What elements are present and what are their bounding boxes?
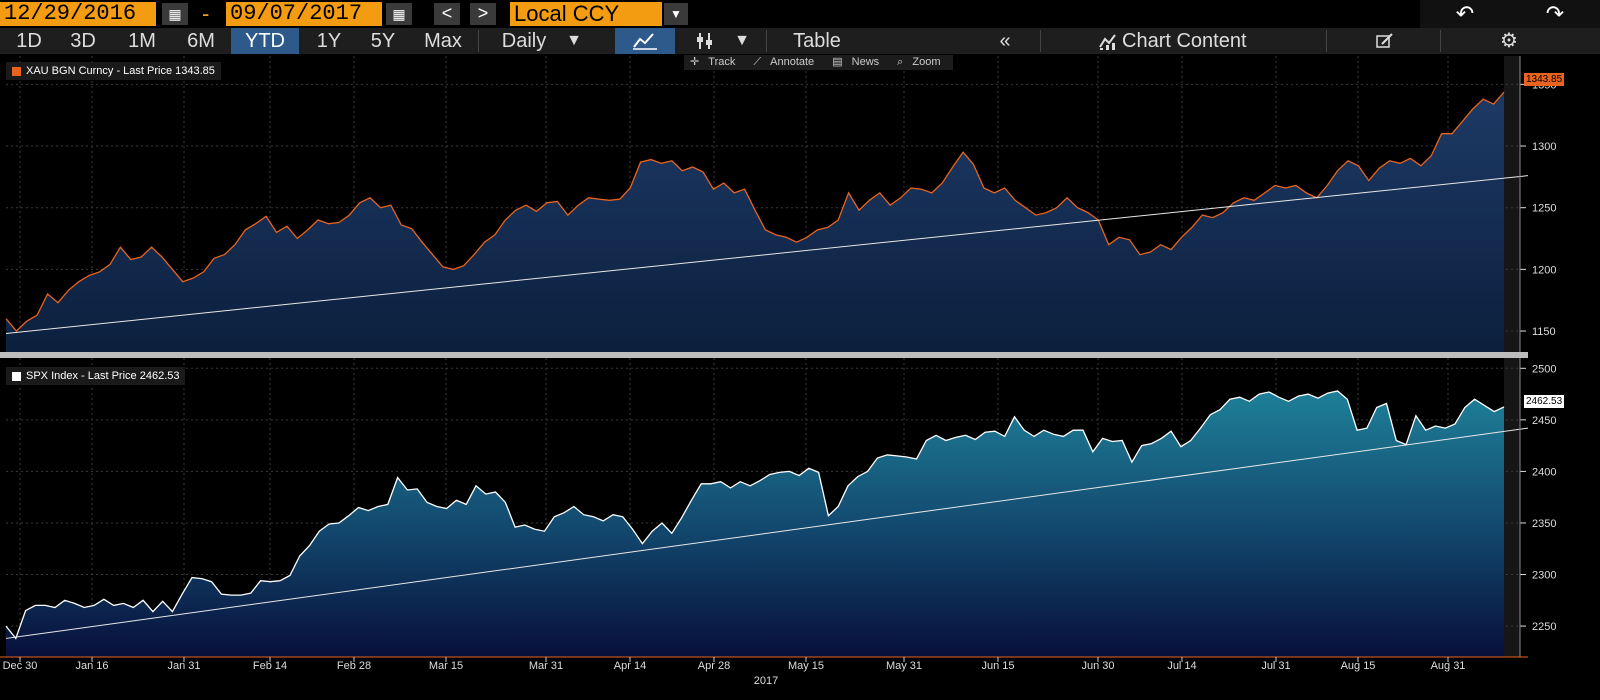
calendar-icon[interactable]: ▦ <box>162 3 188 25</box>
divider <box>1040 30 1041 52</box>
candlestick-icon[interactable] <box>685 28 725 54</box>
xau-area <box>6 92 1504 352</box>
chevron-down-icon[interactable]: ▼ <box>664 3 688 25</box>
range-5y[interactable]: 5Y <box>370 30 396 52</box>
gear-icon[interactable]: ⚙ <box>1500 30 1518 52</box>
table-button[interactable]: Table <box>793 30 841 52</box>
edit-icon[interactable] <box>1370 28 1400 54</box>
x-year-label: 2017 <box>754 675 778 687</box>
spx-ytick-label: 2250 <box>1532 621 1556 633</box>
x-tick-label: Jun 30 <box>1081 660 1114 672</box>
xau-right-strip <box>1504 56 1520 352</box>
x-tick-label: Apr 28 <box>698 660 730 672</box>
redo-icon[interactable]: ↷ <box>1510 0 1600 28</box>
range-6m[interactable]: 6M <box>187 30 215 52</box>
frequency-select[interactable]: Daily <box>501 30 547 52</box>
x-tick-label: Apr 14 <box>614 660 646 672</box>
spx-ytick-label: 2400 <box>1532 466 1556 478</box>
x-tick-label: Aug 15 <box>1341 660 1376 672</box>
end-date-field[interactable]: 09/07/2017 <box>226 2 382 26</box>
range-1d[interactable]: 1D <box>16 30 42 52</box>
prev-period-button[interactable]: < <box>434 3 460 25</box>
spx-line <box>5 390 1505 640</box>
x-tick-label: May 15 <box>788 660 824 672</box>
x-tick-label: May 31 <box>886 660 922 672</box>
range-1y[interactable]: 1Y <box>316 30 342 52</box>
spx-right-strip <box>1504 358 1520 657</box>
xau-ytick-label: 1300 <box>1532 141 1556 153</box>
legend-xau-text: XAU BGN Curncy - Last Price 1343.85 <box>26 65 215 77</box>
series-swatch <box>12 67 21 76</box>
legend-spx[interactable]: SPX Index - Last Price 2462.53 <box>6 367 186 385</box>
zoom-button[interactable]: ⌕ Zoom <box>897 56 941 68</box>
series-swatch <box>12 372 21 381</box>
divider <box>1440 30 1441 52</box>
panel-divider <box>0 352 1528 358</box>
x-tick-label: Jan 16 <box>75 660 108 672</box>
chevron-down-icon[interactable]: ▼ <box>566 32 582 49</box>
range-1m[interactable]: 1M <box>128 30 156 52</box>
chart-content-button[interactable]: Chart Content <box>1122 30 1247 52</box>
currency-select[interactable]: Local CCY <box>510 2 662 26</box>
x-tick-label: Feb 28 <box>337 660 371 672</box>
xau-line <box>5 91 1505 332</box>
spx-ytick-label: 2450 <box>1532 415 1556 427</box>
news-button[interactable]: ▤ News <box>832 56 880 68</box>
spx-ytick-label: 2300 <box>1532 570 1556 582</box>
start-date-field[interactable]: 12/29/2016 <box>0 2 156 26</box>
divider <box>478 30 479 52</box>
legend-xau[interactable]: XAU BGN Curncy - Last Price 1343.85 <box>6 62 221 80</box>
track-button[interactable]: ✛ Track <box>690 56 736 68</box>
range-ytd[interactable]: YTD <box>231 28 299 54</box>
top-bar: 12/29/2016 ▦ - 09/07/2017 ▦ < > Local CC… <box>0 0 1600 28</box>
line-chart-icon[interactable] <box>615 28 675 54</box>
x-tick-label: Aug 31 <box>1431 660 1466 672</box>
xau-ytick-label: 1150 <box>1532 326 1556 338</box>
spx-last-price-tag: 2462.53 <box>1524 395 1565 408</box>
collapse-button[interactable]: « <box>999 30 1011 52</box>
x-tick-label: Jul 31 <box>1261 660 1290 672</box>
xau-trendline <box>5 175 1529 334</box>
next-period-button[interactable]: > <box>470 3 496 25</box>
xau-ytick-label: 1200 <box>1532 264 1556 276</box>
range-3d[interactable]: 3D <box>70 30 96 52</box>
date-separator: - <box>202 1 210 26</box>
divider <box>1326 30 1327 52</box>
x-tick-label: Mar 15 <box>429 660 463 672</box>
annotate-button[interactable]: ⟋ Annotate <box>753 56 815 68</box>
undo-icon[interactable]: ↶ <box>1420 0 1510 28</box>
spx-trendline <box>5 427 1529 639</box>
chevron-down-icon[interactable]: ▼ <box>734 32 750 49</box>
range-max[interactable]: Max <box>424 30 462 52</box>
toolbar: 1D 3D 1M 6M YTD 1Y 5Y Max Daily ▼ ▼ Tabl… <box>0 28 1600 54</box>
divider <box>766 30 767 52</box>
x-tick-label: Mar 31 <box>529 660 563 672</box>
xau-ytick-label: 1250 <box>1532 203 1556 215</box>
chart-svg[interactable]: 1150120012501300135022502300235024002450… <box>0 54 1600 700</box>
spx-ytick-label: 2350 <box>1532 518 1556 530</box>
x-tick-label: Jun 15 <box>981 660 1014 672</box>
x-tick-label: Jan 31 <box>167 660 200 672</box>
xau-last-price-tag: 1343.85 <box>1524 73 1565 86</box>
x-tick-label: Jul 14 <box>1167 660 1196 672</box>
spx-area <box>6 391 1504 657</box>
x-tick-label: Feb 14 <box>253 660 287 672</box>
spx-ytick-label: 2500 <box>1532 363 1556 375</box>
chart-tools: ✛ Track ⟋ Annotate ▤ News ⌕ Zoom <box>684 55 953 70</box>
calendar-icon[interactable]: ▦ <box>386 3 412 25</box>
x-tick-label: Dec 30 <box>3 660 38 672</box>
legend-spx-text: SPX Index - Last Price 2462.53 <box>26 370 180 382</box>
chart-content-icon[interactable] <box>1096 28 1120 54</box>
